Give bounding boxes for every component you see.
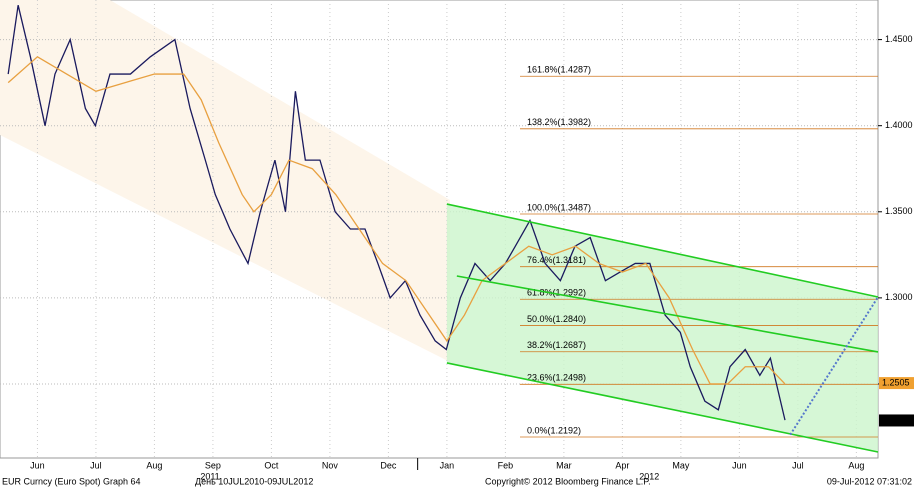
x-tick-label: Mar <box>556 460 572 470</box>
x-tick-label: Aug <box>848 460 864 470</box>
fib-label: 23.6%(1.2498) <box>527 373 586 383</box>
price-tag-label: 1.2288 <box>882 415 910 425</box>
price-tag <box>879 377 914 390</box>
y-tick-label: 1.3500 <box>885 206 913 216</box>
x-tick-label: May <box>672 460 690 470</box>
x-tick-label: Feb <box>498 460 514 470</box>
price-tag <box>879 414 914 427</box>
channel-fill <box>446 204 878 452</box>
fib-label: 138.2%(1.3982) <box>527 117 591 127</box>
fib-label: 161.8%(1.4287) <box>527 65 591 75</box>
x-tick-label: Jul <box>792 460 804 470</box>
series-line <box>7 56 786 385</box>
footer-time: 09-Jul-2012 07:31:02 <box>827 476 912 486</box>
channel-line <box>446 362 879 453</box>
series-line <box>7 5 786 421</box>
year-label: 2011 <box>200 471 219 481</box>
fib-label: 61.8%(1.2992) <box>527 288 586 298</box>
x-tick-label: Dec <box>380 460 397 470</box>
footer-range: День 10JUL2010-09JUL2012 <box>195 476 313 486</box>
x-tick-label: Jun <box>30 460 45 470</box>
x-tick-label: Oct <box>264 460 279 470</box>
trend-band <box>0 0 450 362</box>
fib-label: 76.4%(1.3181) <box>527 255 586 265</box>
x-tick-label: Jan <box>440 460 455 470</box>
fib-label: 50.0%(1.2840) <box>527 314 586 324</box>
fib-label: 0.0%(1.2192) <box>527 425 581 435</box>
x-tick-label: Nov <box>322 460 339 470</box>
channel-line <box>446 203 879 298</box>
y-tick-label: 1.3000 <box>885 292 913 302</box>
y-tick-label: 1.4000 <box>885 120 913 130</box>
footer-left: EUR Curncy (Euro Spot) Graph 64 <box>2 476 141 486</box>
channel-line <box>456 275 879 353</box>
y-tick-label: 1.4500 <box>885 34 913 44</box>
year-label: 2012 <box>639 471 659 481</box>
footer-copyright: Copyright© 2012 Bloomberg Finance L.P. <box>485 476 651 486</box>
projection-line <box>789 296 879 436</box>
price-tag-label: 1.2505 <box>882 377 910 387</box>
fib-label: 100.0%(1.3487) <box>527 202 591 212</box>
x-tick-label: Jun <box>732 460 747 470</box>
x-tick-label: Jul <box>90 460 102 470</box>
fib-label: 38.2%(1.2687) <box>527 340 586 350</box>
x-tick-label: Sep <box>205 460 221 470</box>
x-tick-label: Aug <box>146 460 162 470</box>
x-tick-label: Apr <box>615 460 629 470</box>
